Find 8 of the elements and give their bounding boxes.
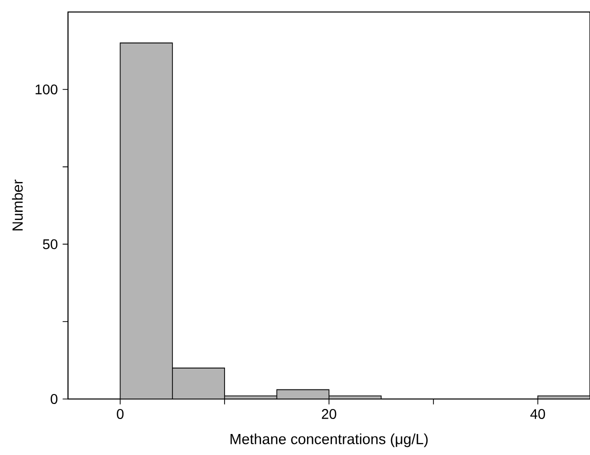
y-tick-label: 50 xyxy=(42,239,58,250)
x-tick-label: 20 xyxy=(322,409,336,419)
y-tick-label: 100 xyxy=(36,84,58,94)
x-axis-title: Methane concentrations (μg/L) xyxy=(230,433,428,448)
x-tick-label: 0 xyxy=(116,409,124,419)
y-tick-label: 0 xyxy=(50,394,58,404)
x-tick-label: 40 xyxy=(530,409,546,419)
y-axis-title: Number xyxy=(12,180,23,230)
